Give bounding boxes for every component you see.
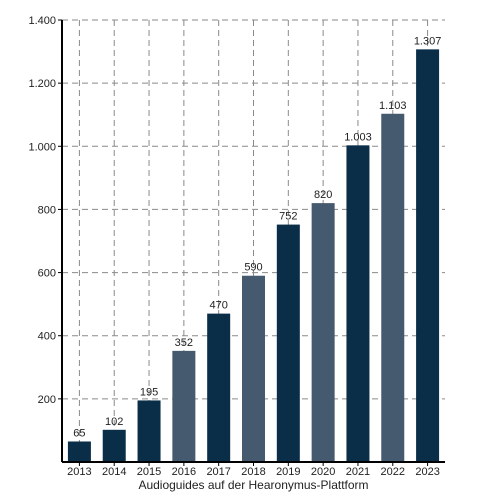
bar-2015 bbox=[137, 400, 161, 462]
data-label-2013: 65 bbox=[73, 427, 85, 439]
bar-2019 bbox=[276, 224, 300, 462]
bar-2021 bbox=[346, 145, 370, 463]
bar-2014 bbox=[102, 429, 126, 462]
x-axis-ticks: 2013 2014 2015 2016 2017 2018 2019 2020 2021 2022… bbox=[67, 462, 440, 478]
data-label-2017: 470 bbox=[210, 300, 228, 312]
y-tick-label: 1.200 bbox=[28, 78, 56, 90]
bar-2022 bbox=[381, 113, 405, 462]
data-label-2021: 1.003 bbox=[344, 131, 372, 143]
y-tick-label: 200 bbox=[38, 394, 56, 406]
y-tick-label: 1.000 bbox=[28, 141, 56, 153]
bar-2016 bbox=[172, 350, 196, 462]
data-label-2020: 820 bbox=[314, 189, 332, 201]
bar-2013 bbox=[67, 441, 91, 462]
data-label-2016: 352 bbox=[175, 337, 193, 349]
x-axis-title: Audioguides auf der Hearonymus-Plattform bbox=[138, 478, 368, 492]
data-label-2015: 195 bbox=[140, 386, 158, 398]
y-tick-label: 400 bbox=[38, 331, 56, 343]
y-axis-ticks: 200 400 600 800 1.000 1.200 1.400 bbox=[28, 15, 62, 406]
x-tick-label: 2018 bbox=[241, 466, 265, 478]
x-tick-label: 2022 bbox=[381, 466, 405, 478]
bar-2020 bbox=[311, 203, 335, 462]
y-tick-label: 600 bbox=[38, 268, 56, 280]
bar-2018 bbox=[242, 275, 265, 462]
bar-2017 bbox=[207, 313, 231, 462]
data-label-2022: 1.103 bbox=[379, 100, 407, 112]
x-tick-label: 2023 bbox=[415, 466, 439, 478]
bars-group bbox=[67, 49, 440, 463]
x-tick-label: 2016 bbox=[172, 466, 196, 478]
y-tick-label: 1.400 bbox=[28, 15, 56, 27]
data-label-2019: 752 bbox=[279, 211, 297, 223]
data-label-2014: 102 bbox=[105, 416, 123, 428]
x-tick-label: 2014 bbox=[102, 466, 126, 478]
data-label-2018: 590 bbox=[244, 262, 262, 274]
data-labels-group: 65 102 195 352 470 590 752 820 1.003 1.103 1.307 bbox=[73, 35, 441, 439]
x-tick-label: 2015 bbox=[137, 466, 161, 478]
x-tick-label: 2017 bbox=[206, 466, 230, 478]
data-label-2023: 1.307 bbox=[414, 35, 442, 47]
x-tick-label: 2020 bbox=[311, 466, 335, 478]
bar-2023 bbox=[416, 49, 440, 463]
x-tick-label: 2019 bbox=[276, 466, 300, 478]
y-tick-label: 800 bbox=[38, 204, 56, 216]
x-tick-label: 2021 bbox=[346, 466, 370, 478]
x-tick-label: 2013 bbox=[67, 466, 91, 478]
